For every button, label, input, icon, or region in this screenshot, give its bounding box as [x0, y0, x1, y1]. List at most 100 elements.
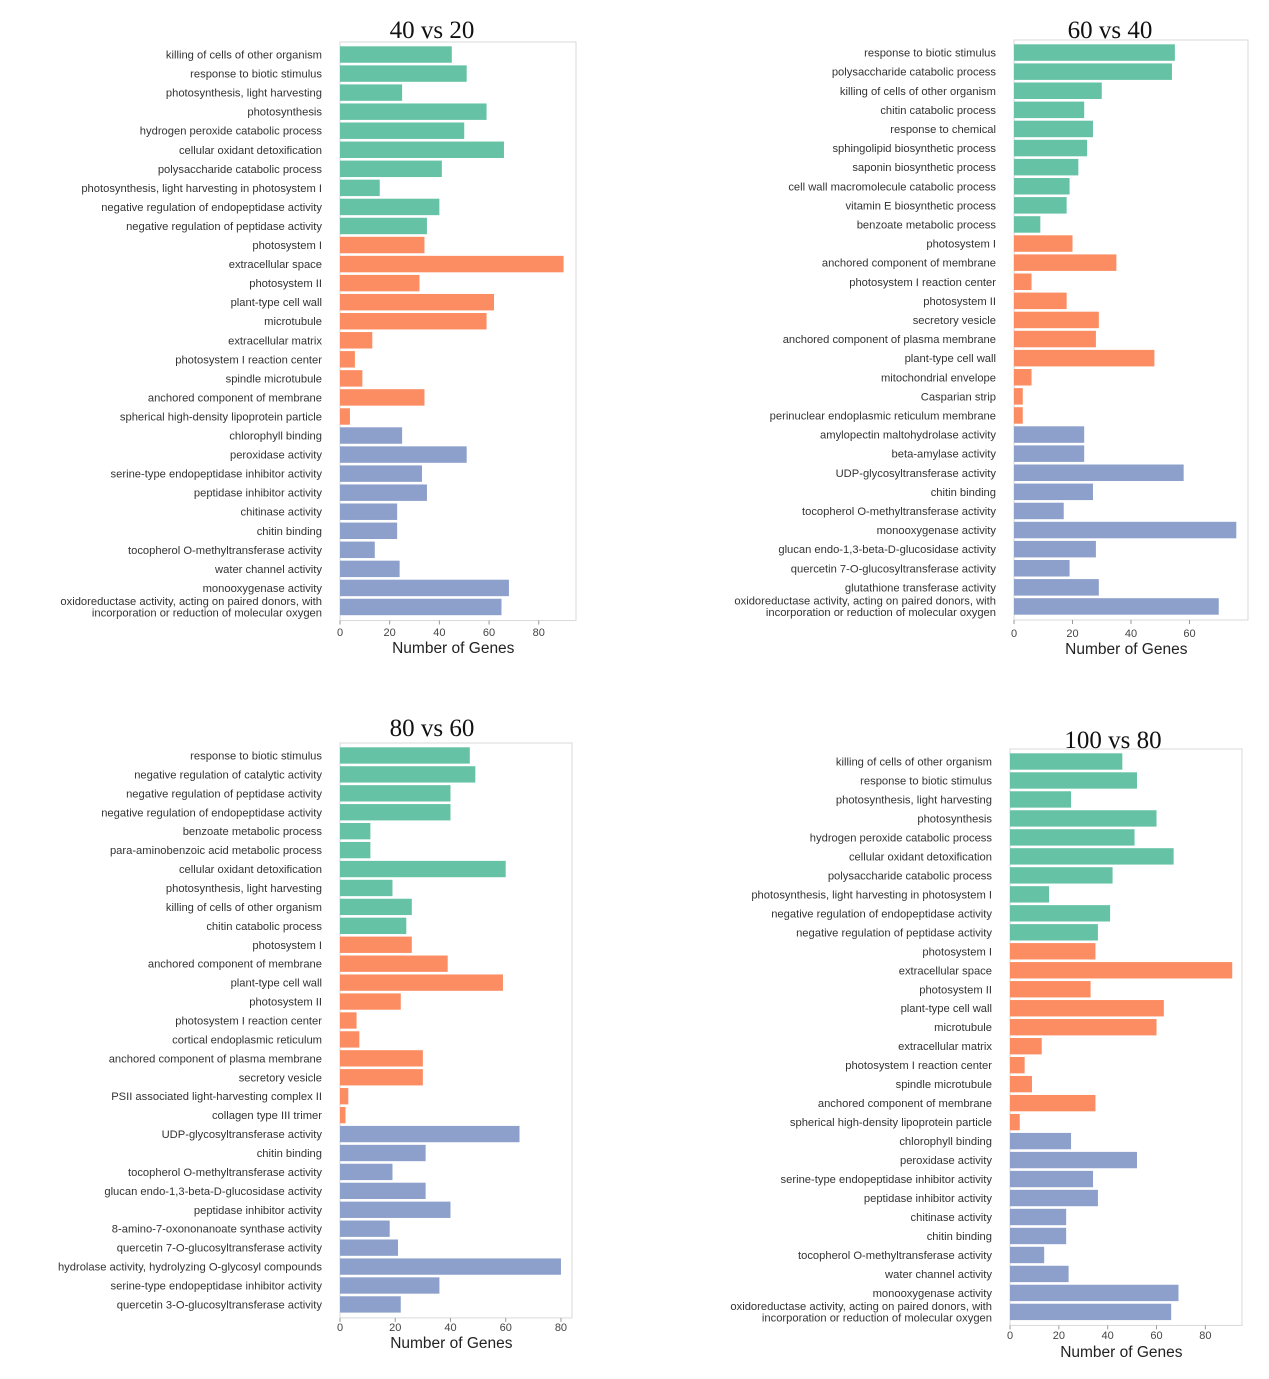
chart-3-bar-water-channel-activity [1010, 1265, 1069, 1283]
chart-2-label-negative-regulation-of-peptidase-activity: negative regulation of peptidase activit… [126, 788, 322, 800]
chart-0-bar-chlorophyll-binding [340, 427, 403, 444]
chart-2-bar-photosystem-i-reaction-center [340, 1012, 357, 1029]
chart-3-bar-negative-regulation-of-peptidase-activity [1010, 924, 1098, 941]
chart-0-bar-hydrogen-peroxide-catabolic-process [340, 122, 465, 139]
chart-3-bar-extracellular-space [1010, 962, 1233, 979]
chart-1-label-response-to-chemical: response to chemical [890, 124, 996, 136]
chart-1-bar-anchored-component-of-membrane [1014, 254, 1117, 271]
chart-0-label-serine-type-endopeptidase-inhibitor-activity: serine-type endopeptidase inhibitor acti… [111, 469, 323, 481]
chart-2-title: 80 vs 60 [390, 715, 475, 742]
chart-3-plot-frame [1009, 748, 1243, 1326]
chart-2-label-collagen-type-iii-trimer: collagen type III trimer [212, 1110, 322, 1122]
chart-0-plot-frame [339, 41, 577, 621]
chart-3-bar-chitin-binding [1010, 1227, 1067, 1245]
chart-0-bar-negative-regulation-of-peptidase-activity [340, 217, 427, 235]
chart-1-bar-perinuclear-endoplasmic-reticulum-membrane [1014, 407, 1023, 424]
chart-2-bar-quercetin-3-o-glucosyltransferase-activity [340, 1296, 401, 1313]
chart-3-label-killing-of-cells-of-other-organism: killing of cells of other organism [836, 756, 992, 768]
chart-1-label-glucan-endo-1-3-beta-d-glucosidase-activity: glucan endo-1,3-beta-D-glucosidase activ… [778, 544, 996, 556]
chart-3-tick-label-0: 0 [1007, 1330, 1013, 1342]
chart-0-bar-monooxygenase-activity [340, 579, 509, 597]
chart-3-tick-label-40: 40 [1102, 1330, 1114, 1342]
chart-3-bar-plant-type-cell-wall [1010, 1000, 1164, 1017]
chart-1-bar-mitochondrial-envelope [1014, 369, 1032, 386]
chart-3-label-chitinase-activity: chitinase activity [911, 1212, 993, 1224]
chart-1-label-amylopectin-maltohydrolase-activity: amylopectin maltohydrolase activity [820, 430, 996, 442]
chart-3-bar-peroxidase-activity [1010, 1151, 1137, 1169]
chart-3-bar-peptidase-inhibitor-activity [1010, 1189, 1098, 1207]
chart-0-label-photosynthesis-light-harvesting: photosynthesis, light harvesting [166, 88, 322, 100]
chart-3-label-microtubule: microtubule [934, 1022, 992, 1034]
chart-1-bar-chitin-binding [1014, 483, 1093, 501]
chart-2-bar-quercetin-7-o-glucosyltransferase-activity [340, 1239, 398, 1256]
chart-1-label-glutathione-transferase-activity: glutathione transferase activity [845, 582, 997, 594]
chart-2-bar-chitin-binding [340, 1144, 426, 1162]
chart-2-bar-negative-regulation-of-peptidase-activity [340, 785, 451, 802]
chart-3-label-monooxygenase-activity: monooxygenase activity [873, 1288, 993, 1300]
chart-2-bar-anchored-component-of-plasma-membrane [340, 1050, 423, 1067]
chart-0-label-peroxidase-activity: peroxidase activity [230, 450, 322, 462]
chart-3-label-negative-regulation-of-endopeptidase-activity: negative regulation of endopeptidase act… [771, 908, 992, 920]
chart-1-bar-photosystem-i [1014, 235, 1073, 252]
chart-0-bar-photosystem-ii [340, 274, 420, 292]
chart-0-label-extracellular-matrix: extracellular matrix [228, 335, 322, 347]
chart-1-x-axis-label: Number of Genes [1065, 641, 1188, 658]
chart-1-label-casparian-strip: Casparian strip [921, 391, 996, 403]
chart-2-bar-killing-of-cells-of-other-organism [340, 898, 412, 916]
chart-0-label-photosynthesis-light-harvesting-in-photosystem-i: photosynthesis, light harvesting in phot… [81, 183, 322, 195]
chart-1-bar-photosystem-i-reaction-center [1014, 273, 1032, 290]
chart-3-bar-chitinase-activity [1010, 1208, 1067, 1226]
chart-0-bar-negative-regulation-of-endopeptidase-activity [340, 198, 440, 216]
chart-1-bar-monooxygenase-activity [1014, 521, 1237, 539]
chart-3-bar-response-to-biotic-stimulus [1010, 772, 1137, 789]
chart-1-label-anchored-component-of-membrane: anchored component of membrane [822, 258, 996, 270]
chart-1-label-perinuclear-endoplasmic-reticulum-membrane: perinuclear endoplasmic reticulum membra… [770, 410, 996, 422]
chart-0-label-polysaccharide-catabolic-process: polysaccharide catabolic process [158, 164, 323, 176]
chart-3-label-anchored-component-of-membrane: anchored component of membrane [818, 1098, 992, 1110]
chart-2-label-photosystem-ii: photosystem II [249, 997, 322, 1009]
chart-0-bar-photosystem-i-reaction-center [340, 351, 355, 368]
chart-1-bar-quercetin-7-o-glucosyltransferase-activity [1014, 560, 1070, 577]
chart-2-tick-label-60: 60 [500, 1322, 512, 1334]
chart-2-bar-secretory-vesicle [340, 1069, 423, 1086]
chart-3-label-polysaccharide-catabolic-process: polysaccharide catabolic process [828, 870, 993, 882]
chart-3-bar-photosynthesis-light-harvesting-in-photosystem-i [1010, 886, 1050, 903]
chart-0-tick-label-40: 40 [433, 627, 445, 639]
chart-3-title: 100 vs 80 [1064, 727, 1161, 754]
chart-40-vs-20: 40 vs 20 killing of cells of other organi… [60, 17, 577, 657]
chart-1-bar-udp-glycosyltransferase-activity [1014, 464, 1184, 481]
chart-0-label-response-to-biotic-stimulus: response to biotic stimulus [190, 69, 322, 81]
chart-1-label-photosystem-i-reaction-center: photosystem I reaction center [849, 277, 996, 289]
chart-1-bar-secretory-vesicle [1014, 311, 1099, 329]
chart-3-bar-serine-type-endopeptidase-inhibitor-activity [1010, 1170, 1094, 1188]
chart-1-label-killing-of-cells-of-other-organism: killing of cells of other organism [840, 86, 996, 98]
chart-2-bar-negative-regulation-of-catalytic-activity [340, 766, 476, 783]
chart-1-label-benzoate-metabolic-process: benzoate metabolic process [857, 219, 997, 231]
chart-2-label-photosystem-i-reaction-center: photosystem I reaction center [175, 1015, 322, 1027]
chart-1-label-response-to-biotic-stimulus: response to biotic stimulus [864, 48, 996, 60]
chart-2-bar-photosystem-i [340, 936, 412, 953]
chart-0-bar-extracellular-space [340, 255, 564, 273]
chart-3-label-oxidoreductase-activity-acting-on-paired-donors-: oxidoreductase activity, acting on paire… [730, 1301, 992, 1325]
chart-2-bar-tocopherol-o-methyltransferase-activity [340, 1163, 393, 1181]
chart-1-label-plant-type-cell-wall: plant-type cell wall [905, 353, 996, 365]
chart-3-label-extracellular-matrix: extracellular matrix [898, 1041, 992, 1053]
chart-2-bar-cortical-endoplasmic-reticulum [340, 1031, 360, 1048]
chart-2-label-serine-type-endopeptidase-inhibitor-activity: serine-type endopeptidase inhibitor acti… [111, 1281, 323, 1293]
chart-2-bar-8-amino-7-oxononanoate-synthase-activity [340, 1220, 390, 1237]
chart-0-label-chitin-binding: chitin binding [257, 526, 322, 538]
chart-2-label-negative-regulation-of-catalytic-activity: negative regulation of catalytic activit… [134, 769, 322, 781]
chart-2-label-udp-glycosyltransferase-activity: UDP-glycosyltransferase activity [162, 1129, 323, 1141]
chart-3-tick-label-60: 60 [1150, 1330, 1162, 1342]
chart-2-label-8-amino-7-oxononanoate-synthase-activity: 8-amino-7-oxononanoate synthase activity [112, 1224, 323, 1236]
chart-0-bar-peroxidase-activity [340, 446, 467, 463]
chart-3-bar-spherical-high-density-lipoprotein-particle [1010, 1113, 1020, 1131]
chart-0-bar-chitinase-activity [340, 503, 398, 520]
chart-1-bar-chitin-catabolic-process [1014, 101, 1085, 119]
chart-3-label-peroxidase-activity: peroxidase activity [900, 1155, 992, 1167]
chart-2-plot-frame [339, 742, 573, 1319]
chart-1-bar-tocopherol-o-methyltransferase-activity [1014, 502, 1064, 520]
chart-100-vs-80: 100 vs 80 killing of cells of other organ… [730, 727, 1243, 1361]
